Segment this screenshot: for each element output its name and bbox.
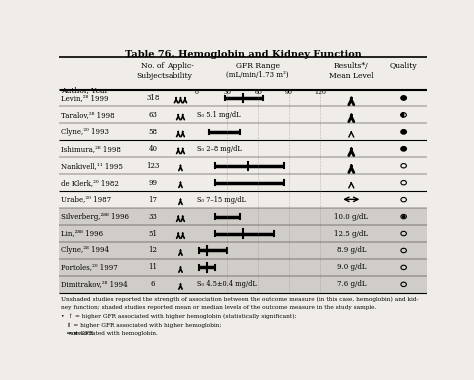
Text: Table 76. Hemoglobin and Kidney Function: Table 76. Hemoglobin and Kidney Function bbox=[125, 50, 361, 59]
Circle shape bbox=[401, 130, 406, 134]
Text: GFR Range: GFR Range bbox=[236, 62, 280, 70]
Text: 60: 60 bbox=[254, 90, 262, 95]
Text: S₀ 4.5±0.4 mg/dL: S₀ 4.5±0.4 mg/dL bbox=[197, 280, 257, 288]
Text: S₀ 7–15 mg/dL: S₀ 7–15 mg/dL bbox=[197, 196, 246, 204]
Text: Quality: Quality bbox=[390, 62, 418, 70]
Text: 9.0 g/dL: 9.0 g/dL bbox=[337, 263, 366, 271]
Text: Dimitrakov,²⁸ 1994: Dimitrakov,²⁸ 1994 bbox=[61, 280, 128, 288]
Text: No. of
Subjects: No. of Subjects bbox=[137, 62, 169, 80]
Text: Clyne,²⁰ 1993: Clyne,²⁰ 1993 bbox=[61, 128, 109, 136]
Text: 40: 40 bbox=[148, 145, 157, 153]
Text: Applic-
ability: Applic- ability bbox=[167, 62, 194, 80]
Text: 0: 0 bbox=[194, 90, 198, 95]
Text: 30: 30 bbox=[223, 90, 231, 95]
Text: de Klerk,²⁰ 1982: de Klerk,²⁰ 1982 bbox=[61, 179, 118, 187]
Text: Author, Year: Author, Year bbox=[61, 86, 108, 94]
Bar bbox=[59, 208, 427, 225]
Text: Silverberg,²⁸⁸ 1996: Silverberg,²⁸⁸ 1996 bbox=[61, 212, 129, 220]
Text: 11: 11 bbox=[148, 263, 157, 271]
Text: S₀ 5.1 mg/dL: S₀ 5.1 mg/dL bbox=[197, 111, 240, 119]
Text: Ishimura,²⁸ 1998: Ishimura,²⁸ 1998 bbox=[61, 145, 120, 153]
Text: 123: 123 bbox=[146, 162, 160, 170]
Text: Nankivell,¹¹ 1995: Nankivell,¹¹ 1995 bbox=[61, 162, 123, 170]
Text: 7.6 g/dL: 7.6 g/dL bbox=[337, 280, 366, 288]
Circle shape bbox=[401, 147, 406, 151]
Text: 58: 58 bbox=[148, 128, 157, 136]
Text: (mL/min/1.73 m²): (mL/min/1.73 m²) bbox=[227, 70, 289, 79]
Circle shape bbox=[402, 216, 405, 217]
Text: Urabe,²⁰ 1987: Urabe,²⁰ 1987 bbox=[61, 196, 111, 204]
Bar bbox=[59, 242, 427, 259]
Text: •  ↑ = higher GFR associated with higher hemoglobin (statistically significant);: • ↑ = higher GFR associated with higher … bbox=[61, 314, 297, 319]
Text: 51: 51 bbox=[148, 230, 157, 238]
Text: 90: 90 bbox=[285, 90, 293, 95]
Text: 99: 99 bbox=[148, 179, 157, 187]
Bar bbox=[59, 225, 427, 242]
Text: 8.9 g/dL: 8.9 g/dL bbox=[337, 247, 366, 255]
Text: 12: 12 bbox=[148, 247, 157, 255]
Text: 120: 120 bbox=[314, 90, 326, 95]
Text: 6: 6 bbox=[151, 280, 155, 288]
Text: Lin,²⁸⁸ 1996: Lin,²⁸⁸ 1996 bbox=[61, 230, 103, 238]
Text: ⇔ = GFR: ⇔ = GFR bbox=[61, 331, 95, 336]
Text: Unshaded studies reported the strength of association between the outcome measur: Unshaded studies reported the strength o… bbox=[61, 296, 419, 302]
Text: 33: 33 bbox=[148, 212, 157, 220]
Wedge shape bbox=[401, 113, 404, 117]
Text: Clyne,²⁸ 1994: Clyne,²⁸ 1994 bbox=[61, 247, 109, 255]
Text: 17: 17 bbox=[148, 196, 157, 204]
Text: ⇑ = higher GFR associated with higher hemoglobin;: ⇑ = higher GFR associated with higher he… bbox=[61, 323, 221, 328]
Text: 10.0 g/dL: 10.0 g/dL bbox=[334, 212, 368, 220]
Text: Portoles,²⁰ 1997: Portoles,²⁰ 1997 bbox=[61, 263, 118, 271]
Text: associated with hemoglobin.: associated with hemoglobin. bbox=[72, 331, 157, 336]
Bar bbox=[59, 276, 427, 293]
Text: Results*/
Mean Level: Results*/ Mean Level bbox=[329, 62, 374, 80]
Text: ney function; shaded studies reported mean or median levels of the outcome measu: ney function; shaded studies reported me… bbox=[61, 305, 376, 310]
Text: S₀ 2–8 mg/dL: S₀ 2–8 mg/dL bbox=[197, 145, 242, 153]
Text: 12.5 g/dL: 12.5 g/dL bbox=[334, 230, 368, 238]
Text: 318: 318 bbox=[146, 94, 160, 102]
Text: 63: 63 bbox=[148, 111, 157, 119]
Text: Levin,²⁸ 1999: Levin,²⁸ 1999 bbox=[61, 94, 108, 102]
Text: not: not bbox=[68, 331, 78, 336]
Bar bbox=[59, 259, 427, 276]
Text: Taralov,²⁸ 1998: Taralov,²⁸ 1998 bbox=[61, 111, 114, 119]
Circle shape bbox=[401, 96, 406, 100]
